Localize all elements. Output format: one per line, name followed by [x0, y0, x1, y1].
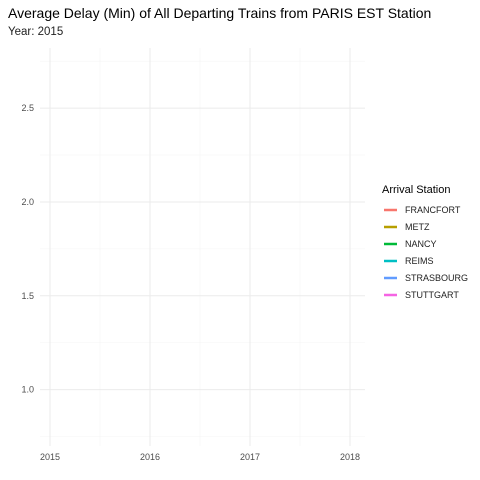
y-tick-label: 1.0	[21, 385, 34, 395]
y-tick-label: 2.5	[21, 103, 34, 113]
y-tick-label: 1.5	[21, 291, 34, 301]
legend-label: STUTTGART	[405, 290, 459, 300]
x-tick-label: 2015	[40, 452, 60, 462]
legend-label: METZ	[405, 222, 430, 232]
legend-label: NANCY	[405, 239, 437, 249]
legend-label: STRASBOURG	[405, 273, 468, 283]
legend-item: STRASBOURG	[384, 273, 468, 283]
plot-panel	[40, 48, 365, 446]
x-tick-label: 2018	[340, 452, 360, 462]
legend-title: Arrival Station	[382, 184, 450, 196]
legend-label: FRANCFORT	[405, 205, 461, 215]
chart-title: Average Delay (Min) of All Departing Tra…	[8, 5, 431, 21]
legend-item: NANCY	[384, 239, 437, 249]
legend-item: REIMS	[384, 256, 434, 266]
y-axis-ticks: 1.0 1.5 2.0 2.5	[21, 103, 34, 395]
x-tick-label: 2017	[240, 452, 260, 462]
legend-item: METZ	[384, 222, 430, 232]
legend-label: REIMS	[405, 256, 434, 266]
y-tick-label: 2.0	[21, 197, 34, 207]
x-tick-label: 2016	[140, 452, 160, 462]
chart-subtitle: Year: 2015	[8, 26, 63, 38]
x-axis-ticks: 2015 2016 2017 2018	[40, 452, 360, 462]
legend-item: FRANCFORT	[384, 205, 461, 215]
legend-item: STUTTGART	[384, 290, 459, 300]
legend: Arrival Station FRANCFORT METZ NANCY REIMS S…	[382, 184, 468, 300]
